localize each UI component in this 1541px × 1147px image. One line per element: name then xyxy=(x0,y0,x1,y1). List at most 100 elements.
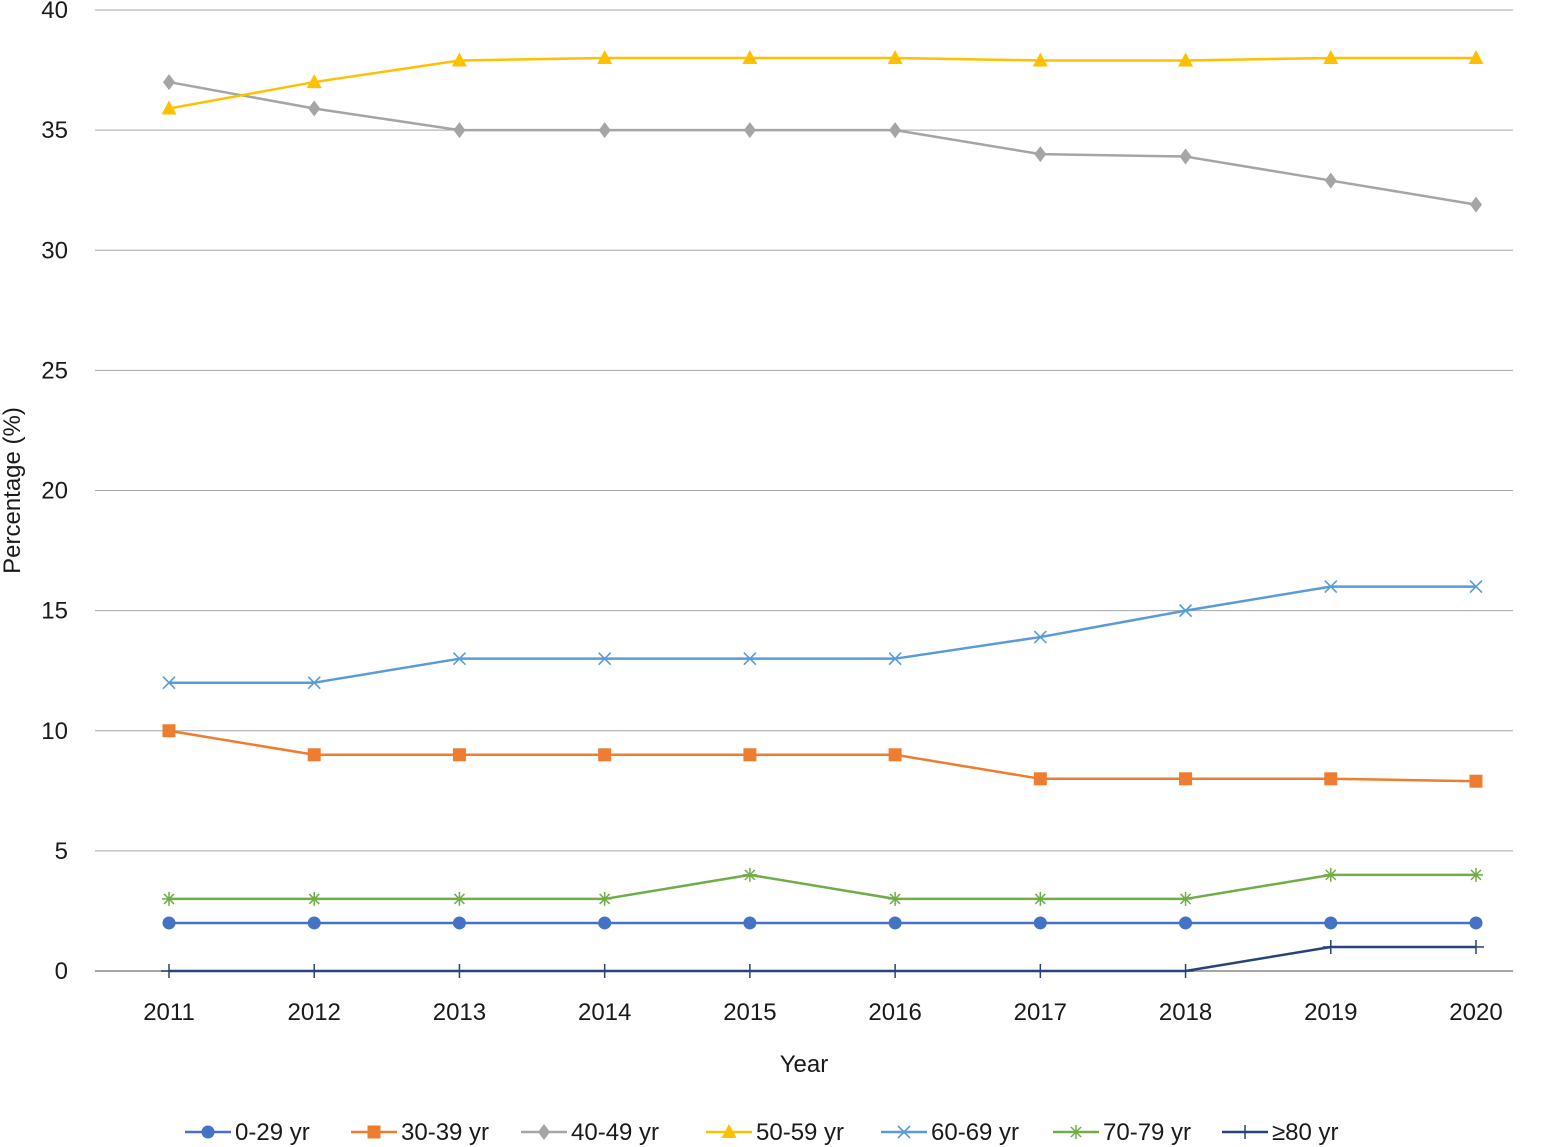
data-point xyxy=(1324,172,1337,189)
legend-item: 30-39 yr xyxy=(351,1119,489,1146)
data-point xyxy=(887,964,904,978)
data-point xyxy=(1469,774,1483,788)
x-tick-label: 2015 xyxy=(723,999,776,1026)
legend-item: 70-79 yr xyxy=(1053,1119,1191,1146)
series-4 xyxy=(162,580,1483,690)
data-point xyxy=(889,122,902,139)
data-point xyxy=(162,724,176,738)
legend-marker xyxy=(538,1124,550,1140)
data-point xyxy=(453,122,466,139)
legend-item: 60-69 yr xyxy=(881,1119,1019,1146)
data-point xyxy=(742,867,757,882)
data-point xyxy=(451,964,468,978)
x-tick-label: 2012 xyxy=(288,999,341,1026)
x-tick-label: 2017 xyxy=(1014,999,1067,1026)
data-point xyxy=(452,891,467,906)
data-point xyxy=(887,50,903,65)
legend-marker xyxy=(367,1125,381,1139)
legend-label: 70-79 yr xyxy=(1103,1119,1191,1146)
data-point xyxy=(451,52,467,67)
y-tick-label: 20 xyxy=(41,478,68,505)
y-tick-label: 5 xyxy=(55,838,68,865)
data-point xyxy=(162,676,176,690)
data-point xyxy=(743,122,756,139)
x-axis-title: Year xyxy=(780,1051,829,1078)
y-tick-label: 15 xyxy=(41,598,68,625)
data-point xyxy=(307,676,321,690)
data-point xyxy=(596,964,613,978)
data-point xyxy=(162,916,176,930)
legend-marker xyxy=(897,1125,911,1139)
series-5 xyxy=(162,867,1483,906)
data-point xyxy=(598,122,611,139)
data-point xyxy=(598,916,612,930)
series-3 xyxy=(161,50,1484,115)
series-line xyxy=(168,729,1477,783)
y-tick-label: 35 xyxy=(41,117,68,144)
x-tick-label: 2016 xyxy=(868,999,921,1026)
data-point xyxy=(888,652,902,666)
data-point xyxy=(306,74,322,89)
data-point xyxy=(1178,604,1193,618)
data-point xyxy=(1177,964,1194,978)
x-axis-ticks: 2011 2012 2013 2014 2015 2016 2017 2018 2019 2020 xyxy=(143,999,1503,1026)
series-1 xyxy=(162,724,1483,788)
series-0 xyxy=(162,916,1483,930)
legend-item: 50-59 yr xyxy=(706,1119,844,1146)
data-point xyxy=(1032,964,1049,978)
legend-label: 40-49 yr xyxy=(571,1119,659,1146)
data-point xyxy=(1323,50,1339,65)
data-point xyxy=(888,748,902,762)
series-line xyxy=(168,56,1476,110)
legend-marker xyxy=(721,1124,737,1138)
series-line xyxy=(168,80,1477,206)
data-point xyxy=(1032,52,1048,67)
data-point xyxy=(306,964,323,978)
y-tick-label: 25 xyxy=(41,357,68,384)
data-point xyxy=(1324,772,1338,786)
data-point xyxy=(307,748,321,762)
series-6 xyxy=(161,939,1484,978)
data-point xyxy=(1469,867,1483,882)
legend: 0-29 yr 30-39 yr 40-49 yr 50-59 yr 60-69 yr 7… xyxy=(185,1119,1339,1146)
data-point xyxy=(452,748,466,762)
legend-marker xyxy=(1069,1125,1083,1139)
data-point xyxy=(452,916,466,930)
data-point xyxy=(1324,916,1338,930)
data-point xyxy=(888,891,903,906)
data-point xyxy=(1033,891,1048,906)
data-point xyxy=(598,748,612,762)
y-tick-label: 10 xyxy=(41,718,68,745)
data-point xyxy=(163,74,175,91)
x-tick-label: 2018 xyxy=(1159,999,1212,1026)
x-tick-label: 2013 xyxy=(433,999,486,1026)
legend-item: 0-29 yr xyxy=(185,1119,310,1146)
data-point xyxy=(1468,939,1484,954)
data-point xyxy=(743,916,757,930)
legend-label: 50-59 yr xyxy=(756,1119,844,1146)
y-axis-ticks: 0 5 10 15 20 25 30 35 40 xyxy=(41,0,68,985)
series-line xyxy=(169,945,1476,973)
x-tick-label: 2014 xyxy=(578,999,631,1026)
data-point xyxy=(161,964,177,978)
data-point xyxy=(743,748,757,762)
data-point xyxy=(307,891,322,906)
legend-marker xyxy=(201,1125,215,1139)
data-point xyxy=(1033,916,1047,930)
legend-item: 40-49 yr xyxy=(521,1119,659,1146)
data-point xyxy=(1469,916,1483,930)
legend-item: ≥80 yr xyxy=(1222,1119,1339,1146)
series-line xyxy=(169,585,1476,684)
data-point xyxy=(743,652,757,666)
data-point xyxy=(1323,867,1338,882)
data-point xyxy=(597,50,613,65)
data-point xyxy=(1034,146,1047,163)
series-line xyxy=(169,873,1476,901)
data-point xyxy=(162,891,176,906)
legend-label: 0-29 yr xyxy=(235,1119,310,1146)
data-point xyxy=(1179,148,1192,165)
y-tick-label: 30 xyxy=(41,237,68,264)
data-point xyxy=(1470,196,1482,213)
data-point xyxy=(307,916,321,930)
